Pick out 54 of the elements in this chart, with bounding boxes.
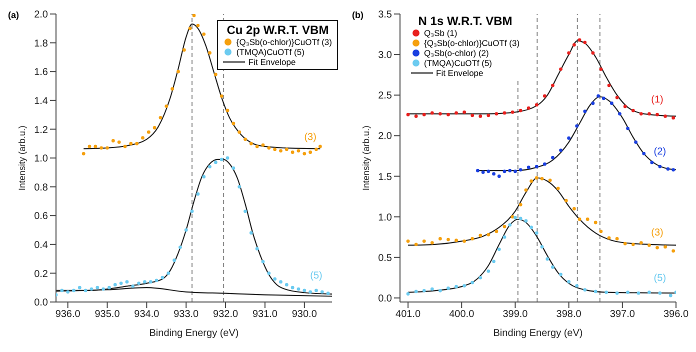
- x-tick-label: 935.0: [94, 309, 120, 320]
- chart-title: N 1s W.R.T. VBM: [417, 14, 514, 28]
- legend-label: Fit Envelope: [248, 57, 296, 67]
- x-tick-label: 400.0: [449, 309, 475, 320]
- y-tick-label: 1.5: [378, 172, 392, 183]
- y-tick-label: 0.0: [378, 293, 392, 304]
- y-tick-label: 2.0: [34, 10, 48, 21]
- y-tick-label: 1.8: [34, 38, 48, 50]
- x-tick-label: 401.0: [396, 309, 421, 320]
- y-tick-label: 0.6: [34, 211, 48, 222]
- y-tick-label: 1.2: [34, 124, 48, 136]
- y-tick-label: 3.5: [378, 10, 392, 21]
- x-axis-title: Binding Energy (eV): [149, 328, 239, 339]
- y-tick-label: 2.5: [378, 90, 392, 102]
- y-axis-title: Intensity (arb.u.): [17, 125, 28, 191]
- legend-label: {Q₃Sb(o-chlor)}CuOTf (3): [424, 38, 520, 48]
- annotation: (3): [304, 132, 316, 144]
- y-tick-label: 0.4: [34, 240, 48, 251]
- y-tick-label: 2.0: [378, 131, 392, 142]
- y-tick-label: 1.0: [34, 154, 48, 165]
- annotation: (2): [654, 146, 666, 158]
- y-tick-label: 0.5: [378, 252, 392, 264]
- x-tick-label: 397.0: [610, 309, 636, 320]
- x-tick-label: 399.0: [502, 309, 528, 320]
- x-tick-label: 932.0: [213, 309, 238, 320]
- text: Cu 2p W.R.T. VBM: [226, 23, 330, 37]
- y-tick-label: 1.4: [34, 96, 48, 107]
- legend-label: (TMQA)CuOTf (5): [236, 47, 304, 57]
- legend-label: Fit Envelope: [436, 68, 484, 78]
- annotation: (1): [651, 94, 664, 106]
- y-axis-title: Intensity (arb.u.): [361, 125, 372, 191]
- annotation: (3): [651, 228, 664, 239]
- y-tick-label: 0.8: [34, 182, 48, 194]
- x-tick-label: 930.0: [292, 309, 318, 320]
- x-tick-label: 933.0: [174, 309, 200, 320]
- y-tick-label: 1.6: [34, 67, 48, 78]
- x-tick-label: 936.0: [55, 309, 81, 320]
- x-tick-label: 931.0: [252, 309, 278, 320]
- y-tick-label: 0.2: [34, 268, 48, 280]
- x-tick-label: 396.0: [663, 309, 689, 320]
- annotation: (5): [654, 273, 666, 284]
- text: (b): [352, 10, 364, 20]
- legend-label: {Q₃Sb(o-chlor)}CuOTf (3): [236, 37, 332, 47]
- y-tick-label: 1.0: [378, 212, 392, 224]
- legend-label: Q₃Sb (1): [424, 28, 458, 38]
- text: (a): [8, 10, 19, 20]
- legend-label: Q₃Sb(o-chlor) (2): [424, 48, 489, 58]
- annotation: (5): [310, 270, 322, 282]
- x-tick-label: 934.0: [134, 309, 160, 320]
- x-axis-title: Binding Energy (eV): [493, 328, 583, 339]
- y-tick-label: 3.0: [378, 50, 392, 62]
- legend-label: (TMQA)CuOTf (5): [424, 58, 492, 68]
- y-tick-label: 0.0: [34, 298, 48, 309]
- x-tick-label: 398.0: [556, 309, 582, 320]
